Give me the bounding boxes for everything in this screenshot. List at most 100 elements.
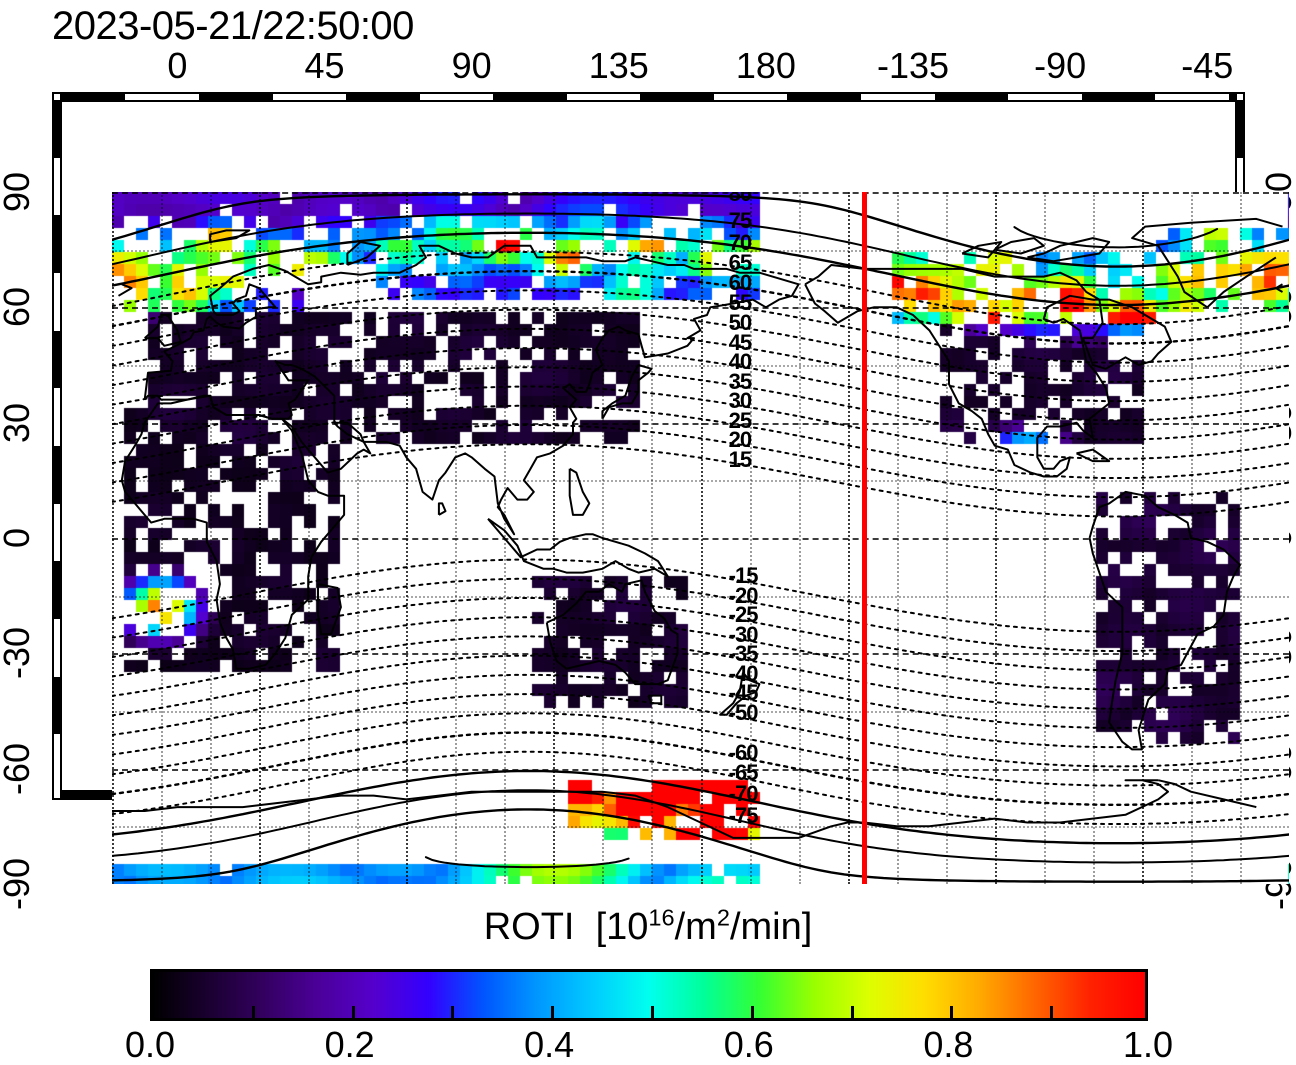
graticule-parallel (112, 365, 1289, 367)
magnetic-latitude-label-20: 20 (728, 427, 753, 453)
magnetic-latitude-label-30: 30 (728, 388, 753, 414)
coastline (346, 241, 382, 266)
magnetic-latitude-label--30: -30 (728, 621, 759, 647)
magnetic-latitude-label-70: 70 (728, 229, 753, 255)
coastline (1088, 490, 1241, 751)
coastline (112, 779, 1169, 839)
magnetic-latitude-label-65: 65 (728, 250, 753, 276)
frame-segment-horizontal (60, 92, 126, 100)
magnetic-latitude-label--75: -75 (728, 802, 759, 828)
graticule-parallel (112, 653, 1289, 656)
colorbar-minor-tick (351, 1006, 355, 1018)
left-axis-tick-0: 0 (0, 527, 37, 549)
colorbar[interactable] (150, 969, 1148, 1021)
page-title: 2023-05-21/22:50:00 (52, 4, 414, 48)
coastline (994, 237, 1045, 255)
colorbar-tick-label-0.0: 0.0 (124, 1024, 176, 1065)
coastline (317, 583, 342, 636)
coastline (117, 283, 133, 297)
coastline (545, 579, 679, 686)
map-frame: 80 75 70 65 60 55 50 45 40 35 30 25 20 15 -15 -20 -25 -30… (52, 92, 1289, 884)
magnetic-latitude-label-45: 45 (728, 329, 753, 355)
graticule-parallel (112, 711, 1289, 713)
frame-segment-horizontal (640, 92, 714, 100)
frame-segment-vertical (52, 446, 60, 504)
coastline (144, 314, 182, 347)
left-axis-tick-60: 60 (0, 287, 37, 328)
colorbar-units-pre: [10 (595, 906, 649, 948)
left-axis-tick-30: 30 (0, 402, 37, 443)
magnetic-latitude-contour (1013, 226, 1219, 249)
coastline (1157, 779, 1257, 809)
magnetic-latitude-label--25: -25 (728, 602, 759, 628)
magnetic-latitude-label--70: -70 (728, 780, 759, 806)
coastline (1206, 256, 1277, 309)
magnetic-latitude-label--20: -20 (728, 582, 759, 608)
coastline (1275, 287, 1284, 293)
top-axis-tick-135: 135 (588, 45, 649, 86)
coastline (647, 694, 663, 705)
magnetic-latitude-label-35: 35 (728, 368, 753, 394)
top-axis-tick-90: 90 (451, 45, 492, 86)
coastline (437, 502, 447, 516)
colorbar-minor-tick (1050, 1006, 1054, 1018)
meridian-line (861, 192, 867, 884)
graticule-parallel (112, 595, 1289, 598)
top-axis-tick-45: 45 (304, 45, 345, 86)
magnetic-latitude-label--15: -15 (728, 563, 759, 589)
coastline (568, 467, 591, 516)
magnetic-latitude-label-75: 75 (728, 207, 753, 233)
left-axis-tick-90: 90 (0, 171, 37, 213)
magnetic-latitude-label-80: 80 (728, 192, 753, 207)
magnetic-latitude-label-40: 40 (728, 349, 753, 375)
magnetic-latitude-label-50: 50 (728, 310, 753, 336)
colorbar-minor-tick (950, 1006, 954, 1018)
frame-segment-vertical (1237, 100, 1245, 158)
magnetic-latitude-label-55: 55 (728, 290, 753, 316)
colorbar-units-exponent-2: 2 (716, 904, 730, 931)
colorbar-tick-label-0.2: 0.2 (324, 1024, 375, 1065)
colorbar-minor-tick (451, 1006, 455, 1018)
coastline (487, 517, 669, 578)
left-axis-tick--60: -60 (0, 742, 37, 795)
graticule-parallel (112, 480, 1289, 483)
magnetic-latitude-label--50: -50 (728, 700, 759, 726)
colorbar-minor-tick (750, 1006, 754, 1018)
frame-segment-vertical (52, 215, 60, 273)
coastline (1076, 448, 1111, 463)
map-plot-area[interactable]: 80 75 70 65 60 55 50 45 40 35 30 25 20 15 -15 -20 -25 -30… (112, 192, 1289, 884)
colorbar-units-mid: /m (674, 906, 717, 948)
magnetic-latitude-label--60: -60 (728, 739, 759, 765)
coastline (281, 418, 372, 474)
graticule-parallel (112, 768, 1289, 771)
magnetic-latitude-label-25: 25 (728, 407, 753, 433)
coastline (209, 229, 251, 243)
magnetic-latitude-contour (424, 856, 630, 869)
coastline (961, 241, 1003, 259)
magnetic-latitude-label--45: -45 (728, 680, 759, 706)
top-axis-tick-180: 180 (735, 45, 796, 86)
frame-segment-horizontal (1228, 92, 1237, 100)
graticule-parallel (112, 192, 1289, 194)
colorbar-units-post: /min] (729, 906, 813, 948)
colorbar-tick-label-0.4: 0.4 (524, 1024, 575, 1065)
coastline (804, 264, 1173, 478)
frame-segment-vertical (52, 100, 60, 158)
coastline (719, 671, 761, 716)
graticule-parallel (112, 826, 1289, 829)
colorbar-minor-tick (651, 1006, 654, 1018)
frame-segment-horizontal (787, 92, 861, 100)
colorbar-minor-tick (251, 1006, 255, 1018)
colorbar-tick-label-0.6: 0.6 (723, 1024, 774, 1065)
left-axis-tick--30: -30 (0, 627, 37, 680)
magnetic-latitude-label--65: -65 (728, 760, 759, 785)
graticule-parallel (112, 307, 1289, 310)
graticule-parallel (112, 538, 1289, 540)
frame-segment-vertical (52, 561, 60, 619)
magnetic-latitude-label--40: -40 (728, 660, 759, 686)
top-axis-tick--135: -135 (876, 45, 950, 86)
frame-segment-horizontal (346, 92, 420, 100)
frame-segment-vertical (52, 330, 60, 389)
magnetic-latitude-label--35: -35 (728, 641, 759, 667)
colorbar-minor-tick (850, 1006, 854, 1018)
